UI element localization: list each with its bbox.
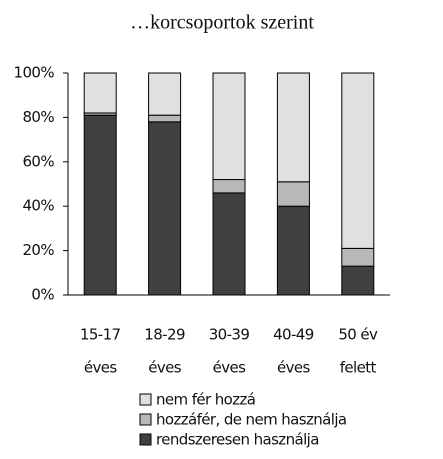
bar-segment (212, 192, 246, 296)
x-tick-label: 15-17 (80, 326, 121, 344)
bar-segment (341, 265, 375, 296)
x-tick-label: 18-29 (144, 326, 185, 344)
bar-segment (83, 72, 117, 114)
legend-label: nem fér hozzá (156, 391, 255, 409)
y-tick-label: 0% (31, 286, 54, 304)
bar-segment (341, 247, 375, 267)
x-tick-label: felett (340, 359, 377, 377)
y-tick-label: 20% (22, 241, 54, 259)
bar-segment (276, 205, 310, 296)
chart-title: …korcsoportok szerint (130, 12, 314, 34)
bar-segment (148, 72, 182, 116)
y-tick-label: 40% (22, 197, 54, 215)
bar-segment (276, 72, 310, 183)
x-tick-label: éves (213, 359, 247, 377)
x-tick-label: 30-39 (209, 326, 250, 344)
legend-label: rendszeresen használja (156, 431, 319, 449)
legend-swatch (139, 393, 152, 406)
x-tick-label: 50 év (338, 326, 378, 344)
y-tick-label: 60% (22, 152, 54, 170)
x-tick-label: éves (84, 359, 118, 377)
legend-swatch (139, 433, 152, 446)
bar-segment (212, 179, 246, 194)
bar-segment (212, 72, 246, 181)
bar-segment (276, 181, 310, 207)
legend-label: hozzáfér, de nem használja (156, 411, 346, 429)
bar-segment (148, 114, 182, 123)
bar-segment (341, 72, 375, 249)
x-tick-label: éves (148, 359, 182, 377)
legend-swatch (139, 413, 152, 426)
y-tick-label: 100% (14, 64, 55, 82)
bar-segment (148, 121, 182, 296)
bar-segment (83, 114, 117, 296)
x-tick-label: éves (277, 359, 311, 377)
y-tick-label: 80% (22, 108, 54, 126)
x-tick-label: 40-49 (273, 326, 314, 344)
